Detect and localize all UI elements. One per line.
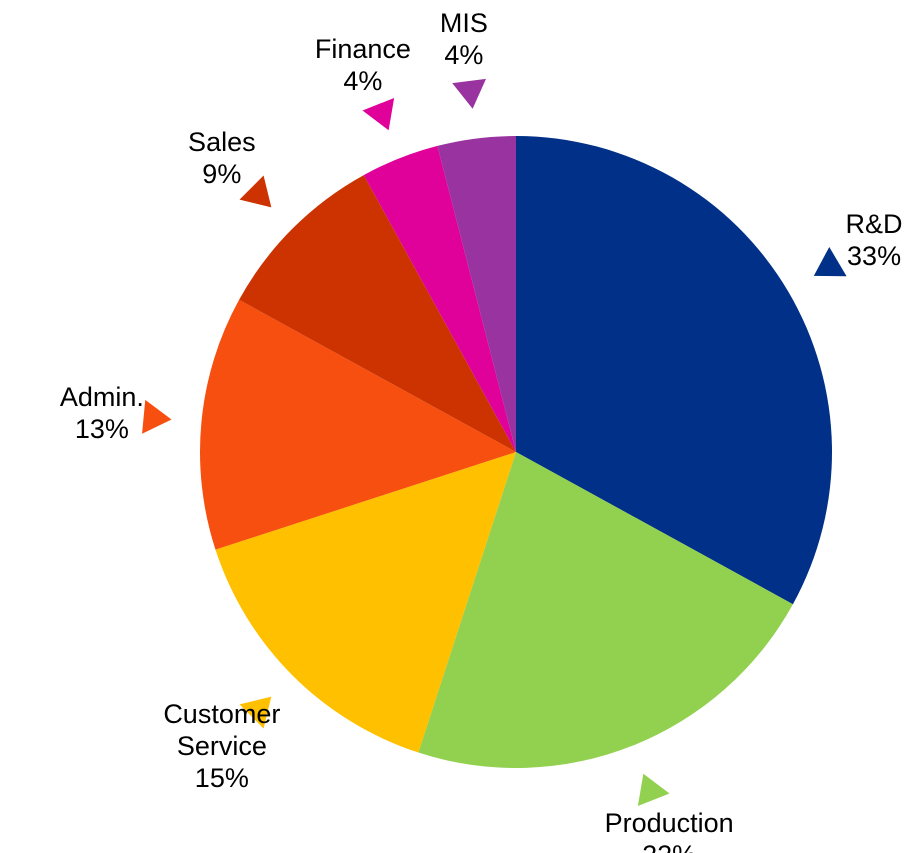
slice-value: 9% — [202, 158, 242, 189]
pie-slice — [239, 175, 516, 452]
slice-label: Sales 9% — [188, 126, 256, 190]
label-pointer — [452, 78, 486, 109]
slice-label: R&D 33% — [846, 208, 903, 272]
slice-value: 22% — [605, 839, 734, 853]
label-pointer — [637, 773, 670, 806]
slice-label: Customer Service 15% — [134, 698, 309, 794]
slice-name: MIS — [439, 8, 488, 39]
slice-value: 13% — [74, 413, 129, 444]
slice-name: Sales — [188, 126, 256, 157]
slice-name: Finance — [314, 34, 411, 65]
pie-slice — [363, 145, 516, 452]
slice-value: 33% — [847, 241, 902, 272]
slice-name: R&D — [845, 209, 903, 240]
slice-value: 15% — [194, 763, 249, 794]
slice-name: Customer Service — [163, 699, 281, 762]
label-pointer — [813, 246, 847, 277]
pie-slice — [200, 299, 516, 550]
slice-label: Admin. 13% — [60, 381, 144, 445]
slice-label: MIS 4% — [440, 7, 488, 71]
slice-label: Finance 4% — [315, 33, 411, 97]
slice-value: 4% — [343, 66, 383, 97]
pie-slice — [215, 452, 517, 753]
pie-slice — [437, 136, 516, 452]
pie-slice — [418, 452, 793, 769]
label-pointer — [239, 696, 272, 729]
label-pointer — [239, 175, 272, 208]
slice-label: Production22% — [605, 807, 734, 853]
slice-name: Production — [604, 807, 734, 838]
label-pointer — [142, 399, 172, 434]
slice-name: Admin. — [59, 381, 144, 412]
slice-value: 4% — [444, 40, 484, 71]
pie-slice — [516, 136, 832, 605]
label-pointer — [362, 98, 395, 131]
